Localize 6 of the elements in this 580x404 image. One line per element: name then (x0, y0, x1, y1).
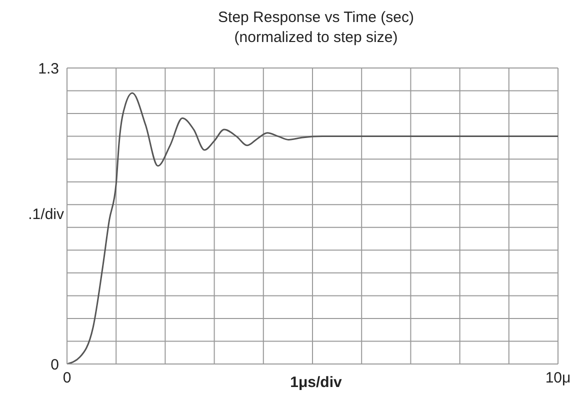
y-tick-label: 1.3 (38, 60, 59, 78)
x-tick-label: 10μ (545, 370, 571, 387)
chart-subtitle: (normalized to step size) (233, 28, 399, 48)
y-axis-title: .1/div (27, 206, 64, 223)
chart-title: Step Response vs Time (sec) (217, 8, 415, 28)
x-axis-title: 1μs/div (290, 374, 342, 391)
